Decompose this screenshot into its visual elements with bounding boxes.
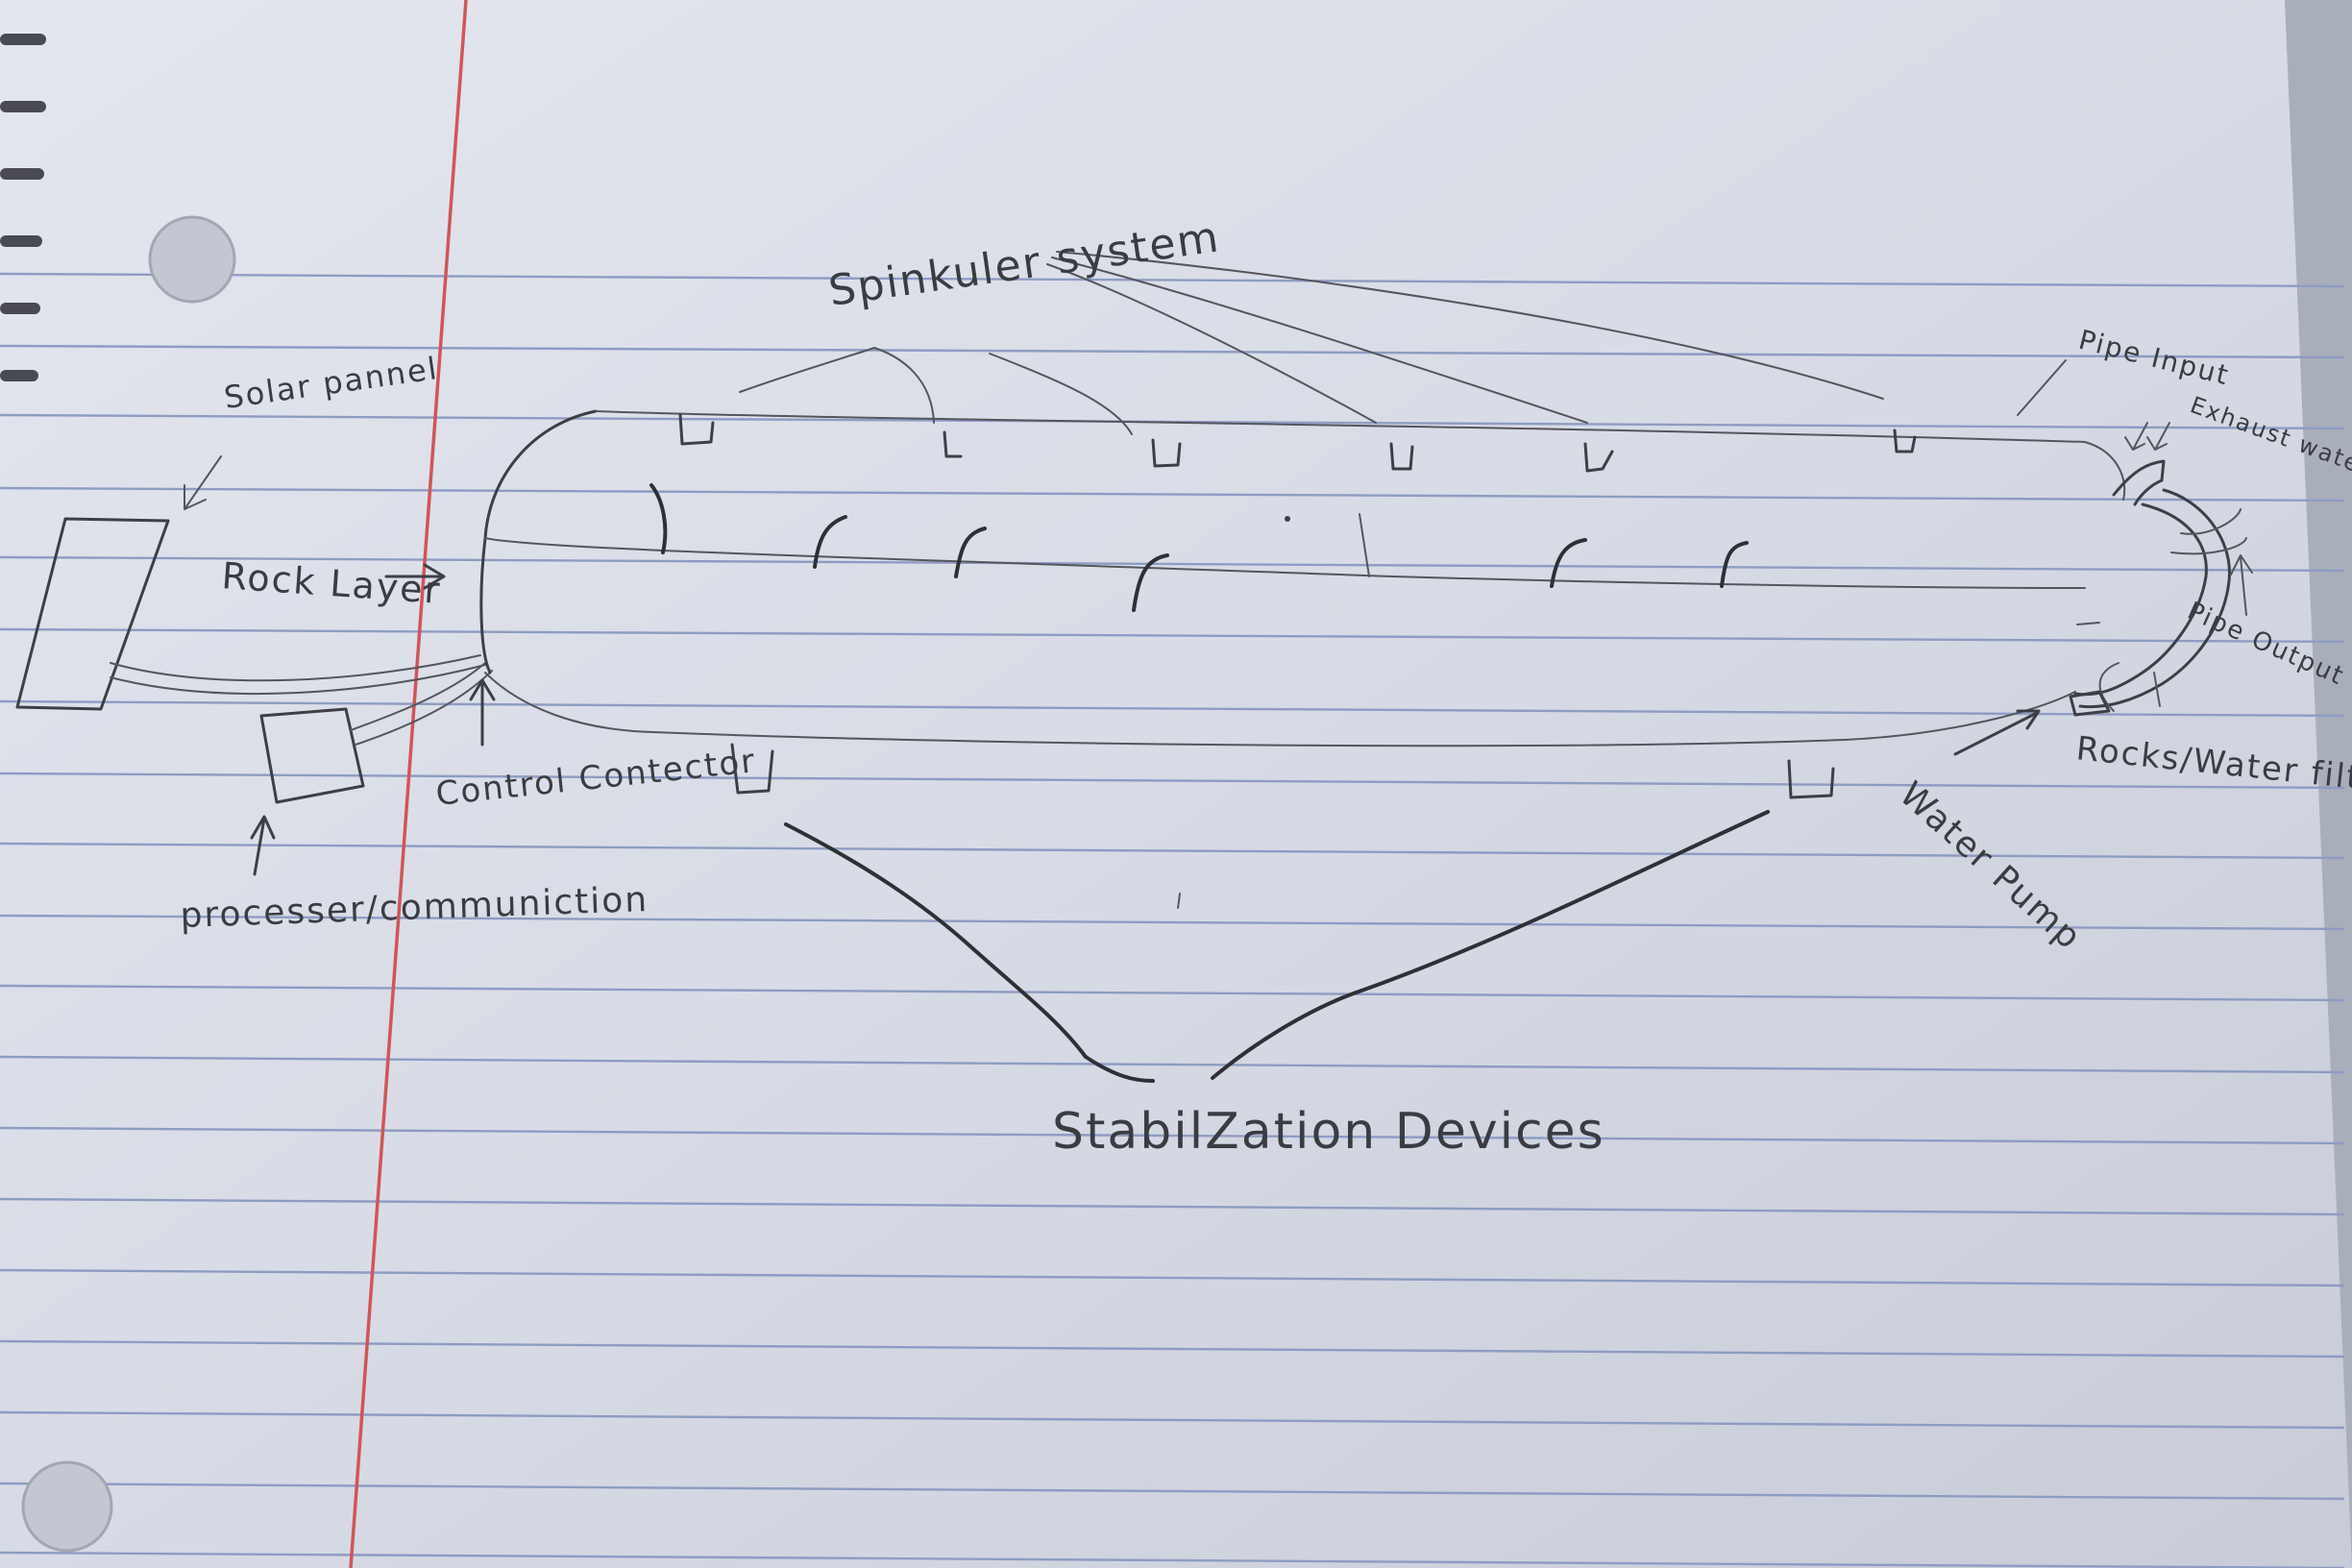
arrow-processor xyxy=(250,815,276,876)
sprinkler-bed-outline xyxy=(479,409,598,674)
binder-hole-bottom xyxy=(21,1460,113,1553)
stabilization-foot-left xyxy=(730,743,774,795)
processor-box-shape xyxy=(259,707,365,804)
processor-wire xyxy=(350,662,486,731)
spiral-binding xyxy=(0,34,46,381)
sprinkler-leader-lines xyxy=(739,251,1884,435)
stabilization-line-right xyxy=(1211,810,1770,1080)
arrow-filtration xyxy=(2153,672,2161,707)
arrow-water-pump xyxy=(1953,709,2041,756)
ruled-lines xyxy=(0,272,2345,1568)
arrow-pipe-output xyxy=(2230,554,2253,616)
sprinkler-sprays xyxy=(649,483,1749,612)
margin-line xyxy=(349,0,468,1568)
stabilization-line-left xyxy=(784,822,1155,1083)
binder-hole-top xyxy=(148,215,236,304)
rock-layer-bottom xyxy=(484,672,2076,747)
arrow-rock-layer xyxy=(384,563,446,590)
pipe-assembly xyxy=(2069,459,2247,717)
sprinkler-heads xyxy=(678,413,1917,473)
label-stabilization-devices: StabilZation Devices xyxy=(1052,1103,1605,1161)
arrow-pipe-input xyxy=(2124,422,2170,451)
stabilization-foot-right xyxy=(1787,759,1835,799)
arrow-solar-panel xyxy=(184,455,222,510)
solar-panel-shape xyxy=(15,517,170,711)
arrow-controller xyxy=(469,678,496,747)
solar-wire xyxy=(110,654,481,682)
